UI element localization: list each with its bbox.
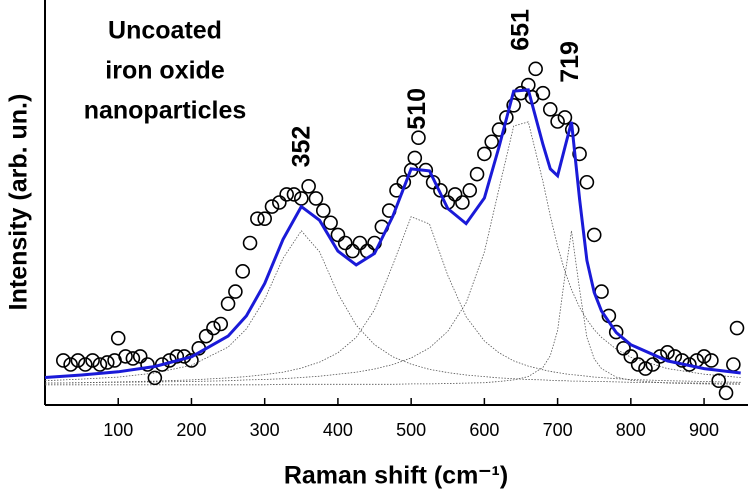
- data-point: [125, 351, 141, 366]
- data-point: [330, 227, 346, 243]
- component-peak: [44, 121, 741, 384]
- data-point: [132, 349, 148, 364]
- data-point: [345, 243, 360, 259]
- data-point: [477, 146, 492, 162]
- data-point: [184, 353, 199, 368]
- data-point: [645, 357, 661, 372]
- data-point: [301, 179, 316, 194]
- data-point: [704, 353, 719, 368]
- data-point: [99, 355, 115, 370]
- data-point: [147, 370, 163, 386]
- chart-title: nanoparticles: [84, 97, 247, 125]
- data-point: [235, 264, 251, 279]
- x-tick-label: 800: [616, 420, 646, 440]
- x-tick-label: 500: [396, 420, 426, 440]
- data-point: [535, 85, 551, 101]
- data-point: [447, 187, 463, 202]
- data-point: [70, 353, 86, 368]
- x-tick-label: 600: [469, 420, 499, 440]
- component-peak: [45, 230, 741, 386]
- data-point: [154, 357, 170, 372]
- data-point: [77, 357, 93, 372]
- data-point: [557, 110, 573, 125]
- data-point: [56, 353, 71, 368]
- data-point: [92, 357, 108, 372]
- data-point: [579, 174, 595, 190]
- x-axis-label: Raman shift (cm⁻¹): [284, 462, 508, 490]
- data-point: [206, 320, 221, 336]
- data-point: [407, 150, 423, 166]
- data-point: [169, 349, 185, 364]
- data-point: [411, 130, 426, 145]
- data-point: [118, 349, 133, 364]
- data-point: [198, 328, 214, 344]
- data-point: [528, 61, 543, 77]
- component-peak: [44, 216, 741, 384]
- peak-label: 651: [506, 9, 534, 51]
- x-tick-label: 300: [250, 420, 280, 440]
- x-tick-label: 200: [176, 420, 206, 440]
- data-point: [616, 340, 631, 356]
- peak-label: 719: [556, 41, 584, 83]
- data-point: [550, 114, 565, 129]
- data-point: [272, 195, 287, 210]
- peak-label: 352: [287, 126, 315, 168]
- data-point: [630, 357, 646, 372]
- data-point: [228, 284, 243, 299]
- data-point: [674, 353, 690, 368]
- data-point: [308, 191, 324, 206]
- data-point: [726, 357, 741, 372]
- chart-title: iron oxide: [105, 57, 225, 85]
- x-tick-label: 400: [323, 420, 353, 440]
- data-point: [257, 211, 272, 226]
- data-point: [469, 166, 485, 182]
- data-point: [729, 320, 745, 336]
- data-point: [623, 349, 639, 364]
- fit-curve: [44, 88, 741, 379]
- data-point: [85, 353, 100, 368]
- data-point: [294, 191, 309, 206]
- data-point: [110, 330, 126, 346]
- data-point: [220, 296, 236, 312]
- data-point: [572, 146, 587, 162]
- data-point: [491, 122, 507, 137]
- y-axis-label: Intensity (arb. un.): [5, 94, 33, 311]
- data-point: [352, 235, 368, 251]
- data-point: [213, 316, 229, 332]
- data-point: [660, 345, 675, 360]
- data-point: [586, 227, 602, 243]
- data-point: [140, 357, 155, 372]
- data-point: [242, 235, 258, 251]
- component-peak: [44, 230, 741, 384]
- data-point: [484, 134, 499, 150]
- data-point: [63, 357, 78, 372]
- data-point: [286, 187, 302, 202]
- peak-label: 510: [403, 88, 431, 130]
- data-point: [455, 195, 470, 210]
- data-point: [264, 199, 280, 214]
- data-point: [718, 385, 734, 401]
- data-point: [696, 349, 712, 364]
- data-point: [279, 187, 294, 202]
- data-point: [250, 211, 265, 226]
- data-point: [315, 203, 331, 218]
- data-point: [542, 102, 558, 117]
- data-point: [462, 183, 478, 198]
- data-point: [506, 98, 521, 113]
- data-point: [638, 361, 653, 376]
- x-tick-label: 100: [103, 420, 133, 440]
- chart-title: Uncoated: [108, 17, 222, 45]
- data-point: [711, 373, 727, 389]
- data-point: [337, 235, 353, 251]
- x-tick-label: 700: [543, 420, 573, 440]
- data-point: [608, 324, 624, 340]
- x-tick-label: 900: [689, 420, 719, 440]
- data-point: [323, 215, 338, 231]
